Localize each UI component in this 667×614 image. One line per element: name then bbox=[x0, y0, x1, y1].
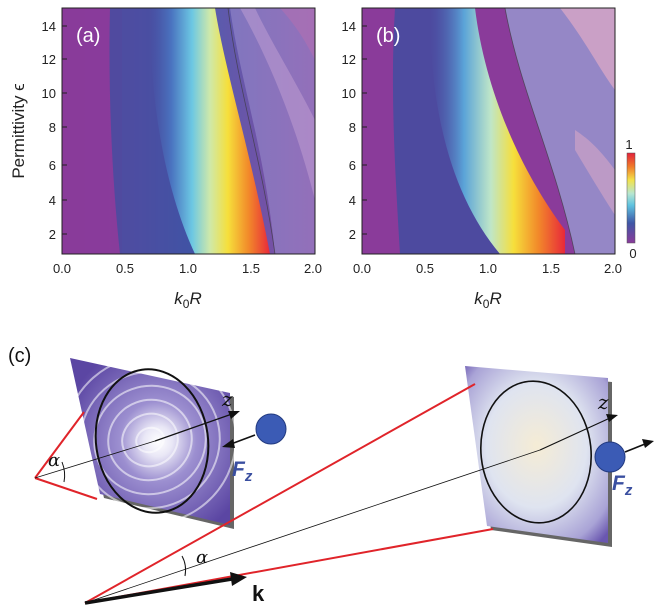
wavevector-arrow bbox=[84, 577, 233, 605]
colorbar: 1 0 bbox=[625, 137, 636, 261]
schematic-label: (c) bbox=[8, 345, 31, 367]
panel-b-xtick: 2.0 bbox=[604, 261, 622, 276]
panel-a-ytick: 4 bbox=[49, 193, 56, 208]
right-force-label: Fz bbox=[612, 472, 633, 499]
panel-b-yticks: 14 12 10 8 6 4 2 bbox=[342, 19, 367, 242]
left-force-label: Fz bbox=[232, 458, 253, 485]
panel-a-ytick: 12 bbox=[42, 52, 56, 67]
panel-b-label: (b) bbox=[376, 25, 400, 47]
right-z-label: z bbox=[597, 390, 609, 414]
panel-b-ytick: 10 bbox=[342, 86, 356, 101]
left-z-arrowhead bbox=[228, 411, 240, 419]
right-cone-intersection bbox=[480, 380, 592, 524]
panel-b: (b) 14 12 10 8 6 4 2 0.0 0.5 1.0 1.5 2.0… bbox=[342, 7, 622, 311]
panel-a-xtick: 2.0 bbox=[304, 261, 322, 276]
right-cone-angle: α bbox=[196, 547, 208, 568]
panel-b-xtick: 0.5 bbox=[416, 261, 434, 276]
right-z-axis bbox=[539, 417, 611, 451]
left-cone-angle: α bbox=[48, 450, 60, 471]
panel-b-xtick: 0.0 bbox=[353, 261, 371, 276]
panel-a-ytick: 8 bbox=[49, 120, 56, 135]
wavevector-label: k bbox=[252, 581, 265, 606]
panel-a-ytick: 6 bbox=[49, 158, 56, 173]
colorbar-min-label: 0 bbox=[629, 246, 636, 261]
panel-a-ylabel: Permittivity ϵ bbox=[9, 83, 28, 178]
panel-b-xtick: 1.5 bbox=[542, 261, 560, 276]
panel-a-yticks: 14 12 10 8 6 4 2 bbox=[42, 19, 67, 242]
panel-b-heatmap bbox=[362, 8, 615, 254]
panel-b-ytick: 8 bbox=[349, 120, 356, 135]
panel-a-xlabel: k0R bbox=[174, 289, 201, 311]
left-force-arrowhead bbox=[222, 439, 235, 448]
left-z-label: z bbox=[221, 387, 233, 411]
right-sphere bbox=[594, 441, 626, 473]
panel-b-xtick: 1.0 bbox=[479, 261, 497, 276]
right-screen-face bbox=[465, 366, 608, 543]
panel-a-ytick: 10 bbox=[42, 86, 56, 101]
left-screen bbox=[63, 354, 237, 529]
panel-a-xtick: 1.5 bbox=[242, 261, 260, 276]
panel-b-ytick: 6 bbox=[349, 158, 356, 173]
panel-a-frame bbox=[61, 7, 316, 255]
wavevector-arrowhead bbox=[230, 572, 247, 586]
right-force-arrow bbox=[624, 443, 646, 453]
panel-a-xtick: 0.0 bbox=[53, 261, 71, 276]
panel-b-xlabel: k0R bbox=[474, 289, 501, 311]
left-sphere bbox=[255, 413, 287, 445]
left-z-axis bbox=[154, 413, 233, 442]
colorbar-max-label: 1 bbox=[625, 137, 632, 152]
panel-a-heatmap bbox=[62, 8, 315, 254]
panel-a-xtick: 0.5 bbox=[116, 261, 134, 276]
panel-b-frame bbox=[361, 7, 616, 255]
right-z-arrowhead bbox=[606, 414, 618, 422]
panel-b-ytick: 2 bbox=[349, 227, 356, 242]
panel-b-ytick: 14 bbox=[342, 19, 356, 34]
panel-b-xticks: 0.0 0.5 1.0 1.5 2.0 bbox=[353, 261, 622, 276]
left-cone-intersection bbox=[94, 368, 210, 514]
panel-a: (a) 14 12 10 8 6 4 2 0.0 0.5 1.0 1.5 2.0… bbox=[9, 7, 322, 311]
left-force-arrow bbox=[230, 434, 256, 445]
panel-a-ytick: 2 bbox=[49, 227, 56, 242]
panel-b-ytick: 12 bbox=[342, 52, 356, 67]
panel-a-label: (a) bbox=[76, 25, 100, 47]
left-cone: α bbox=[34, 411, 156, 500]
panel-a-xtick: 1.0 bbox=[179, 261, 197, 276]
right-screen bbox=[465, 366, 612, 547]
right-force-arrowhead bbox=[642, 439, 654, 448]
panel-b-ytick: 4 bbox=[349, 193, 356, 208]
panel-a-ytick: 14 bbox=[42, 19, 56, 34]
panel-a-xticks: 0.0 0.5 1.0 1.5 2.0 bbox=[53, 261, 322, 276]
schematic: (c) α z bbox=[8, 345, 654, 606]
